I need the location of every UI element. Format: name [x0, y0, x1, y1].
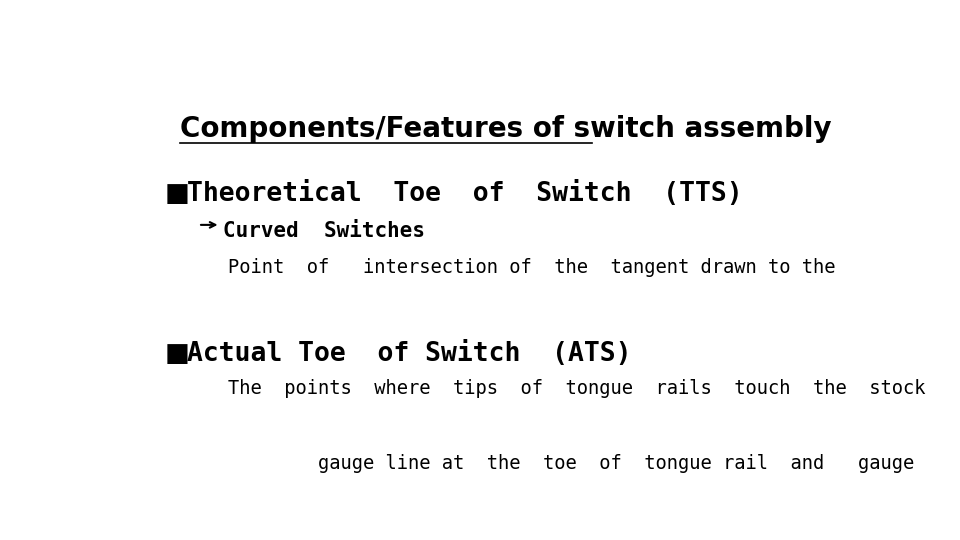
Text: ■: ■: [165, 341, 189, 367]
Text: The  points  where  tips  of  tongue  rails  touch  the  stock: The points where tips of tongue rails to…: [228, 379, 925, 398]
Text: Actual Toe  of Switch  (ATS): Actual Toe of Switch (ATS): [187, 341, 632, 367]
Text: Curved  Switches: Curved Switches: [223, 221, 424, 241]
Text: gauge line at  the  toe  of  tongue rail  and   gauge      line: gauge line at the toe of tongue rail and…: [228, 454, 960, 473]
Text: Theoretical  Toe  of  Switch  (TTS): Theoretical Toe of Switch (TTS): [187, 181, 743, 207]
Text: Point  of   intersection of  the  tangent drawn to the: Point of intersection of the tangent dra…: [228, 258, 835, 277]
Text: ■: ■: [165, 181, 189, 207]
Text: Components/Features of switch assembly: Components/Features of switch assembly: [180, 114, 831, 143]
